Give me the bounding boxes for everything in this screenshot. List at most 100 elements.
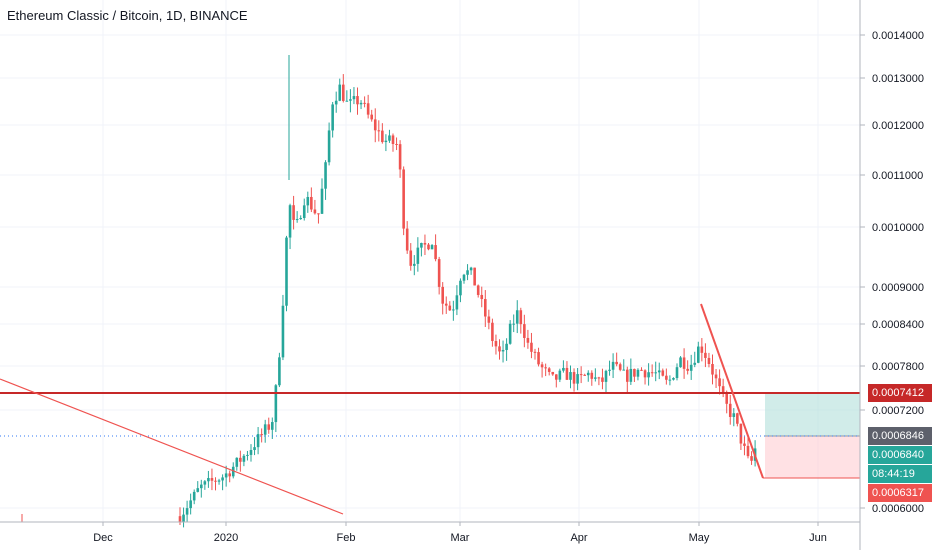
chart-title: Ethereum Classic / Bitcoin, 1D, BINANCE xyxy=(7,8,248,23)
candle-body xyxy=(693,362,697,365)
candle-body xyxy=(292,205,295,220)
candle-body xyxy=(434,245,437,260)
candle-body xyxy=(480,294,484,300)
y-tick-label: 0.0010000 xyxy=(872,222,924,234)
candle-body xyxy=(494,341,498,347)
candle-body xyxy=(547,368,551,372)
candle-body xyxy=(388,135,391,141)
candle-body xyxy=(551,371,555,375)
y-tick-label: 0.0014000 xyxy=(872,30,924,42)
candle-body xyxy=(342,84,345,101)
candle-body xyxy=(207,478,210,482)
last-price-badge: 0.0006846 xyxy=(868,427,932,445)
candle-body xyxy=(324,162,327,189)
candle-body xyxy=(533,351,537,353)
candle-body xyxy=(295,219,299,221)
candle-body xyxy=(618,364,622,370)
y-tick-label: 0.0009000 xyxy=(872,282,924,294)
candle-body xyxy=(327,130,331,163)
candle-body xyxy=(381,130,384,143)
candle-body xyxy=(739,423,743,444)
candle-body xyxy=(629,368,633,382)
candle-body xyxy=(657,370,661,373)
candle-body xyxy=(317,213,320,215)
candle-body xyxy=(363,102,366,104)
candle-body xyxy=(263,424,267,435)
candle-body xyxy=(498,346,501,352)
candle-body xyxy=(700,346,704,353)
candle-body xyxy=(356,96,359,105)
candle-body xyxy=(523,324,526,338)
x-tick-label: May xyxy=(689,532,710,544)
candle-body xyxy=(224,473,228,478)
countdown-badge: 08:44:19 xyxy=(868,465,932,483)
candle-body xyxy=(604,370,608,382)
x-tick-label: 2020 xyxy=(214,532,238,544)
candle-body xyxy=(491,322,494,342)
candle-body xyxy=(416,247,420,264)
candle-body xyxy=(530,342,533,352)
candle-body xyxy=(278,357,281,386)
candle-body xyxy=(476,285,480,295)
candle-body xyxy=(373,119,377,131)
candle-body xyxy=(608,369,611,371)
candle-body xyxy=(679,357,682,368)
candle-body xyxy=(633,368,636,377)
candle-body xyxy=(586,372,590,376)
candle-body xyxy=(665,375,668,380)
candle-body xyxy=(743,443,746,446)
candle-body xyxy=(391,135,395,144)
candle-body xyxy=(448,305,452,311)
candles xyxy=(21,55,757,528)
candle-body xyxy=(594,377,597,379)
candle-body xyxy=(459,280,462,296)
candle-body xyxy=(345,100,349,102)
candle-body xyxy=(210,478,214,481)
candle-body xyxy=(274,385,278,423)
candle-body xyxy=(299,218,302,220)
candle-body xyxy=(437,259,441,287)
grid xyxy=(0,0,860,522)
candle-body xyxy=(377,130,381,132)
candle-body xyxy=(423,242,427,245)
candle-body xyxy=(306,196,310,206)
candle-body xyxy=(501,349,505,352)
candle-body xyxy=(249,450,253,455)
candle-body xyxy=(313,209,317,214)
candle-body xyxy=(707,357,711,364)
candle-body xyxy=(271,422,274,430)
candle-body xyxy=(689,364,693,371)
candle-body xyxy=(455,295,459,310)
candle-body xyxy=(704,352,707,358)
candle-body xyxy=(736,413,739,424)
candle-body xyxy=(714,374,718,379)
candle-body xyxy=(310,196,313,210)
stop-zone xyxy=(765,436,860,478)
candle-body xyxy=(302,205,306,219)
candle-body xyxy=(728,403,732,417)
candle-body xyxy=(611,361,615,370)
candle-body xyxy=(405,228,409,251)
candle-body xyxy=(320,188,324,214)
candle-body xyxy=(242,455,246,462)
candle-body xyxy=(466,270,469,275)
candle-body xyxy=(189,500,192,509)
candle-body xyxy=(682,357,686,369)
y-tick-label: 0.0007800 xyxy=(872,361,924,373)
candle-body xyxy=(366,103,370,115)
candle-body xyxy=(260,434,263,436)
candle-body xyxy=(352,96,356,100)
candle-body xyxy=(672,378,675,380)
candle-body xyxy=(487,316,491,323)
candle-body xyxy=(444,303,448,306)
candle-body xyxy=(246,454,249,456)
candle-body xyxy=(597,377,601,379)
candle-body xyxy=(540,364,544,368)
candle-body xyxy=(750,456,753,461)
candle-body xyxy=(558,370,562,380)
candle-body xyxy=(732,413,736,417)
candle-body xyxy=(349,99,352,101)
candle-body xyxy=(622,369,626,371)
